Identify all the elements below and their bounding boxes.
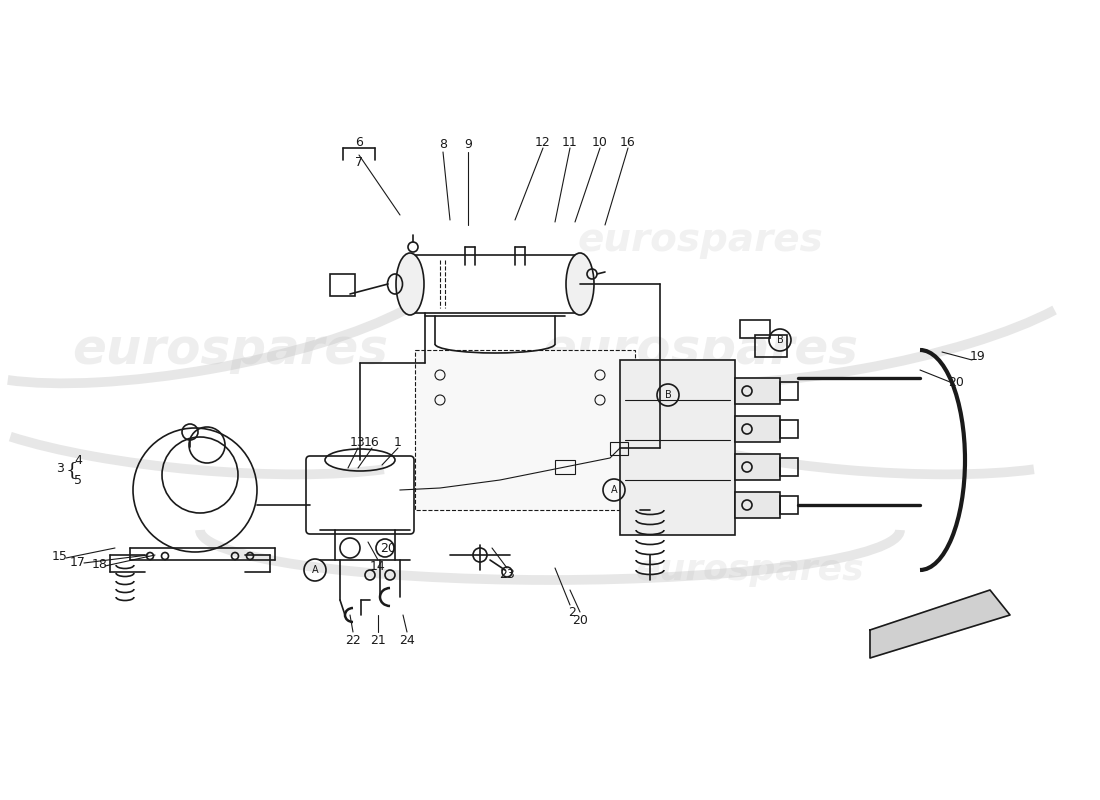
Text: 18: 18 xyxy=(92,558,108,571)
Text: 9: 9 xyxy=(464,138,472,151)
Polygon shape xyxy=(870,590,1010,658)
Text: 14: 14 xyxy=(370,559,386,573)
Text: 22: 22 xyxy=(345,634,361,646)
Text: 10: 10 xyxy=(592,135,608,149)
Ellipse shape xyxy=(396,253,424,315)
Bar xyxy=(735,492,780,518)
Text: A: A xyxy=(610,485,617,495)
Bar xyxy=(735,378,780,404)
Text: eurospares: eurospares xyxy=(542,326,858,374)
Bar xyxy=(780,420,798,438)
Bar xyxy=(610,442,628,455)
Text: B: B xyxy=(664,390,671,400)
Text: 15: 15 xyxy=(52,550,68,562)
Text: 4: 4 xyxy=(74,454,81,466)
Text: 1: 1 xyxy=(394,437,402,450)
Bar xyxy=(556,460,575,474)
Bar xyxy=(330,274,355,296)
Text: 12: 12 xyxy=(535,135,551,149)
Bar xyxy=(780,382,798,400)
Text: 23: 23 xyxy=(499,569,515,582)
Text: 16: 16 xyxy=(620,135,636,149)
Text: 19: 19 xyxy=(970,350,986,363)
Text: {: { xyxy=(66,461,78,479)
Text: A: A xyxy=(311,565,318,575)
Bar xyxy=(410,255,580,313)
Text: 20: 20 xyxy=(381,542,396,554)
Ellipse shape xyxy=(566,253,594,315)
Text: 17: 17 xyxy=(70,555,86,569)
Bar xyxy=(735,454,780,480)
Text: 21: 21 xyxy=(370,634,386,646)
Text: 6: 6 xyxy=(355,137,363,150)
Bar xyxy=(735,416,780,442)
Text: eurospares: eurospares xyxy=(72,326,388,374)
Text: 20: 20 xyxy=(948,375,964,389)
Bar xyxy=(620,360,735,535)
Text: 7: 7 xyxy=(355,155,363,169)
Text: eurospares: eurospares xyxy=(578,221,823,259)
Text: 3: 3 xyxy=(56,462,64,474)
Text: 20: 20 xyxy=(572,614,587,626)
Text: 13: 13 xyxy=(350,437,366,450)
Bar xyxy=(780,496,798,514)
Bar xyxy=(780,458,798,476)
Text: B: B xyxy=(777,335,783,345)
Bar xyxy=(740,320,770,338)
Text: 24: 24 xyxy=(399,634,415,646)
Bar xyxy=(755,335,786,357)
Text: 5: 5 xyxy=(74,474,82,486)
Text: 8: 8 xyxy=(439,138,447,151)
Text: 16: 16 xyxy=(364,437,380,450)
Text: eurospares: eurospares xyxy=(636,553,865,587)
Text: 2: 2 xyxy=(568,606,576,618)
Bar xyxy=(415,350,635,510)
Text: 11: 11 xyxy=(562,135,578,149)
